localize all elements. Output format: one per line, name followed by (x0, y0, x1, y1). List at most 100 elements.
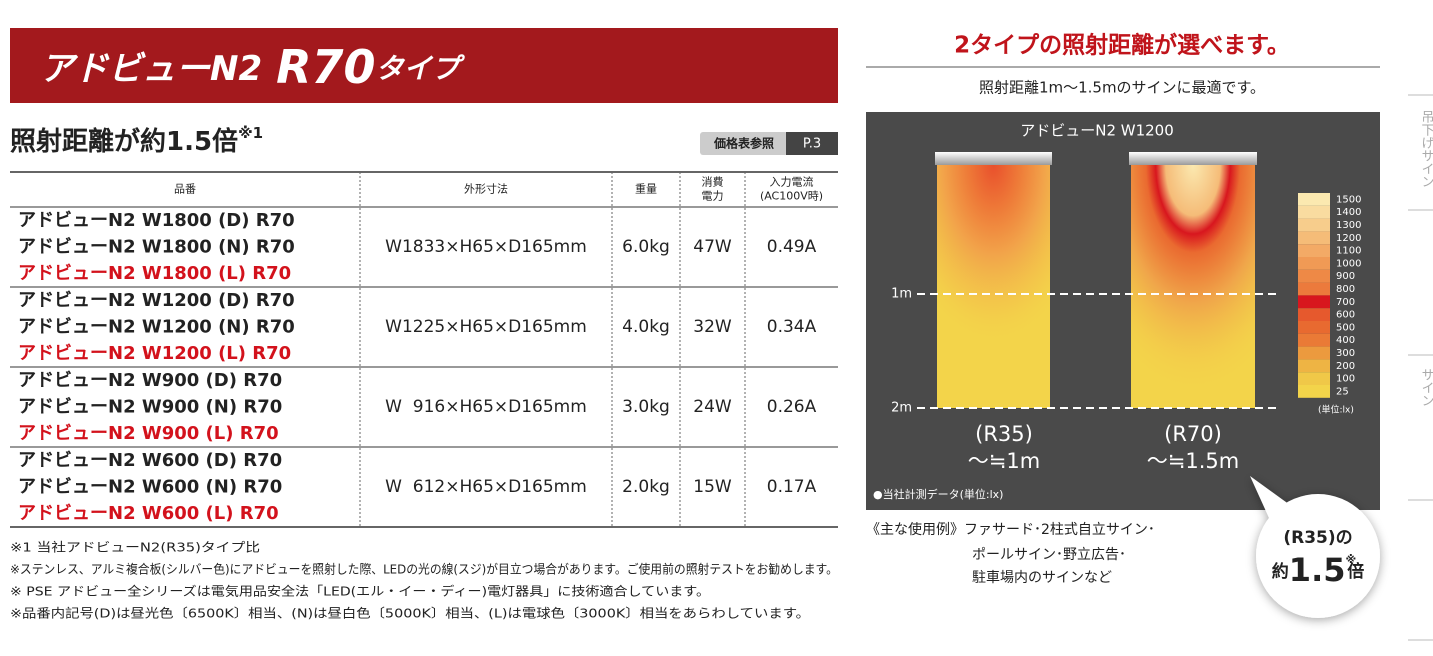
model-name: アドビューN2 W600 (L) R70 (18, 503, 279, 524)
distance-label: 1m (891, 287, 912, 302)
badge-prefix: 約 (1272, 561, 1289, 582)
legend-unit: (単位:lx) (1318, 404, 1354, 416)
usage: 《主な使用例》ファサード･2柱式自立サイン･ (866, 521, 1155, 538)
legend-label: 700 (1336, 297, 1355, 308)
legend-swatch (1298, 333, 1330, 347)
subtitle-text: 照射距離が約1.5倍 (10, 126, 238, 157)
panel-subtitle: 照射距離1m〜1.5mのサインに最適です。 (979, 79, 1265, 97)
legend-label: 100 (1336, 374, 1355, 385)
note: ※ PSE アドビュー全シリーズは電気用品安全法「LED(エル・イー・ディー)電… (10, 584, 710, 599)
model-name: アドビューN2 W1800 (L) R70 (18, 263, 291, 284)
note: ※1 当社アドビューN2(R35)タイプ比 (10, 540, 260, 555)
spec-current: 0.17A (767, 477, 817, 497)
spec-current: 0.49A (767, 237, 817, 257)
legend-label: 1500 (1336, 194, 1361, 205)
model-name: アドビューN2 W1800 (N) R70 (18, 237, 295, 258)
legend-swatch (1298, 218, 1330, 232)
spec-size: W1225×H65×D165mm (385, 317, 587, 337)
table-header: 入力電流 (770, 175, 814, 189)
spec-size: W1833×H65×D165mm (385, 237, 587, 257)
legend-swatch (1298, 205, 1330, 219)
legend-swatch (1298, 308, 1330, 321)
distance-label: 2m (891, 401, 912, 416)
table-header: 重量 (635, 182, 657, 196)
legend-swatch (1298, 359, 1330, 373)
model: R70 (276, 40, 375, 94)
legend-label: 300 (1336, 348, 1355, 359)
legend-swatch (1298, 321, 1330, 334)
badge-suffix: 倍 (1347, 561, 1364, 582)
table-header: 電力 (702, 190, 724, 203)
legend-label: 1400 (1336, 207, 1361, 218)
model-name: アドビューN2 W1200 (D) R70 (18, 290, 295, 311)
spec-weight: 2.0kg (622, 477, 670, 497)
lamp-r70 (1129, 152, 1257, 165)
legend-label: 1200 (1336, 233, 1361, 244)
chart-label: アドビューN2 W1200 (1020, 122, 1174, 140)
spec-current: 0.26A (767, 397, 817, 417)
subtitle-note: ※1 (238, 124, 263, 142)
side-tab: サイン (1419, 368, 1433, 407)
panel-title: 2タイプの照射距離が選べます。 (954, 32, 1290, 59)
suffix: タイプ (376, 52, 466, 85)
brand: アドビューN2 (40, 49, 262, 89)
legend-label: 1300 (1336, 220, 1361, 231)
legend-label: 1100 (1336, 246, 1361, 257)
spec-power: 24W (693, 397, 732, 417)
price-ref-page: P.3 (803, 137, 821, 152)
price-ref-label: 価格表参照 (713, 136, 774, 151)
legend-label: 800 (1336, 284, 1355, 295)
legend-swatch (1298, 244, 1330, 257)
model-name: アドビューN2 W900 (L) R70 (18, 423, 279, 444)
model-name: アドビューN2 W1800 (D) R70 (18, 210, 295, 231)
legend-swatch (1298, 257, 1330, 270)
legend-label: 600 (1336, 310, 1355, 321)
spec-weight: 6.0kg (622, 237, 670, 257)
model-name: アドビューN2 W1200 (L) R70 (18, 343, 291, 364)
notes: ※1 当社アドビューN2(R35)タイプ比 ※ステンレス、アルミ複合板(シルバー色… (10, 540, 838, 621)
spec-size: W 916×H65×D165mm (385, 397, 587, 417)
heat-r70 (1131, 165, 1255, 395)
price-page-bg (786, 132, 838, 155)
model-name: アドビューN2 W1200 (N) R70 (18, 317, 295, 338)
badge (1250, 476, 1380, 618)
spec-current: 0.34A (767, 317, 817, 337)
spec-weight: 4.0kg (622, 317, 670, 337)
badge-line: (R35)の (1283, 528, 1352, 548)
model-name: アドビューN2 W900 (D) R70 (18, 370, 282, 391)
legend-swatch (1298, 385, 1330, 398)
legend-label: 1000 (1336, 258, 1361, 269)
price-ref-bg (700, 132, 788, 155)
legend-swatch (1298, 231, 1330, 245)
side-tab: 吊下げサイン (1419, 110, 1433, 188)
table-header: 消費 (702, 175, 724, 189)
lamp-r35 (935, 152, 1052, 165)
legend-swatch (1298, 295, 1330, 309)
legend-swatch (1298, 372, 1330, 385)
legend-swatch (1298, 193, 1330, 206)
legend-swatch (1298, 346, 1330, 360)
spec-size: W 612×H65×D165mm (385, 477, 587, 497)
legend-label: 400 (1336, 335, 1355, 346)
badge-number: 1.5 (1289, 551, 1346, 589)
subtitle: 照射距離が約1.5倍※1 (10, 124, 263, 157)
legend-label: 900 (1336, 271, 1355, 282)
type-range: 〜≒1m (968, 449, 1040, 473)
spec-power: 47W (693, 237, 732, 257)
type-range: 〜≒1.5m (1147, 449, 1239, 473)
usage: 駐車場内のサインなど (972, 569, 1112, 586)
table-header: 品番 (174, 183, 196, 196)
legend-swatch (1298, 269, 1330, 283)
badge-mark: ※ (1345, 553, 1356, 566)
legend-label: 25 (1336, 386, 1349, 397)
badge-value: 約1.5※倍 (1272, 551, 1364, 589)
table-header: 外形寸法 (464, 182, 508, 196)
legend-label: 200 (1336, 361, 1355, 372)
model-name: アドビューN2 W600 (N) R70 (18, 477, 282, 498)
spec-power: 15W (693, 477, 732, 497)
type-name: (R35) (975, 422, 1033, 446)
